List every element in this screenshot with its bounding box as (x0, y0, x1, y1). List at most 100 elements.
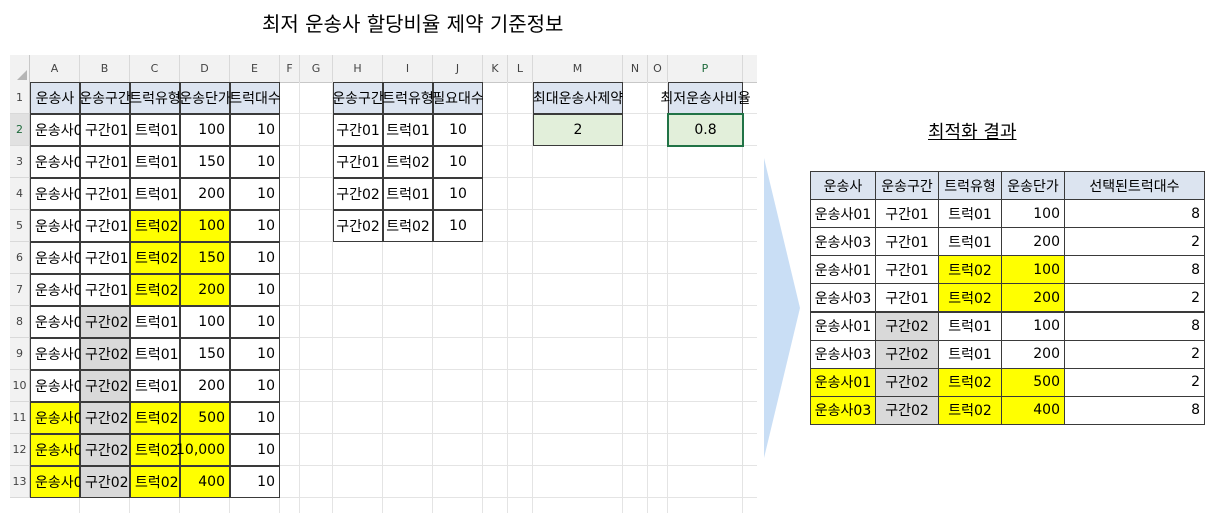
main-table-cell[interactable]: 트럭01 (130, 146, 180, 178)
main-table-cell[interactable]: 트럭02 (130, 274, 180, 306)
demand-table-cell[interactable]: 트럭01 (383, 178, 433, 210)
main-table-cell[interactable]: 10 (230, 178, 280, 210)
row-header-13[interactable]: 13 (10, 466, 30, 498)
main-table-cell[interactable]: 100 (180, 306, 230, 338)
main-table-cell[interactable]: 150 (180, 242, 230, 274)
main-table-cell[interactable]: 200 (180, 370, 230, 402)
main-table-cell[interactable]: 200 (180, 274, 230, 306)
main-table-cell[interactable]: 500 (180, 402, 230, 434)
main-table-cell[interactable]: 200 (180, 178, 230, 210)
main-table-cell[interactable]: 구간02 (80, 370, 130, 402)
row-header-10[interactable]: 10 (10, 370, 30, 402)
column-header-b[interactable]: B (80, 55, 130, 82)
row-header-2[interactable]: 2 (10, 114, 30, 146)
main-table-cell[interactable]: 운송사03 (30, 178, 91, 210)
column-header-o[interactable]: O (648, 55, 668, 82)
main-table-cell[interactable]: 10 (230, 146, 280, 178)
main-table-cell[interactable]: 구간02 (80, 306, 130, 338)
row-header-11[interactable]: 11 (10, 402, 30, 434)
row-header-4[interactable]: 4 (10, 178, 30, 210)
column-header-f[interactable]: F (280, 55, 300, 82)
main-table-cell[interactable]: 10 (230, 114, 280, 146)
main-table-cell[interactable]: 구간01 (80, 242, 130, 274)
main-table-cell[interactable]: 트럭01 (130, 306, 180, 338)
main-table-cell[interactable]: 트럭02 (130, 434, 180, 466)
demand-table-cell[interactable]: 10 (433, 146, 483, 178)
demand-table-header[interactable]: 트럭유형 (382, 82, 434, 114)
main-table-cell[interactable]: 구간01 (80, 146, 130, 178)
main-table-cell[interactable]: 운송사03 (30, 370, 91, 402)
main-table-cell[interactable]: 운송사02 (30, 242, 91, 274)
row-header-3[interactable]: 3 (10, 146, 30, 178)
main-table-cell[interactable]: 트럭02 (130, 466, 180, 498)
demand-table-cell[interactable]: 10 (433, 114, 483, 146)
main-table-header[interactable]: 트럭대수 (229, 82, 281, 114)
main-table-cell[interactable]: 운송사01 (30, 210, 91, 242)
row-header-1[interactable]: 1 (10, 82, 30, 114)
main-table-header[interactable]: 운송단가 (179, 82, 231, 114)
column-header-d[interactable]: D (180, 55, 230, 82)
main-table-header[interactable]: 트럭유형 (129, 82, 181, 114)
column-header-a[interactable]: A (30, 55, 80, 82)
main-table-cell[interactable]: 구간01 (80, 274, 130, 306)
select-all-corner[interactable] (10, 55, 30, 82)
main-table-cell[interactable]: 운송사02 (30, 146, 91, 178)
row-header-8[interactable]: 8 (10, 306, 30, 338)
column-header-p[interactable]: P (668, 55, 743, 82)
main-table-cell[interactable]: 10 (230, 466, 280, 498)
main-table-cell[interactable]: 구간01 (80, 114, 130, 146)
column-header-i[interactable]: I (383, 55, 433, 82)
main-table-cell[interactable]: 100 (180, 210, 230, 242)
spreadsheet-grid[interactable]: A B C D E F G H I J K L M N O P 1 2 3 4 5 6 7 8 9 10 11 12 13 운송사 운송구간… (10, 55, 757, 513)
main-table-cell[interactable]: 구간01 (80, 178, 130, 210)
main-table-cell[interactable]: 트럭02 (130, 402, 180, 434)
main-table-cell[interactable]: 10 (230, 306, 280, 338)
demand-table-cell[interactable]: 구간01 (333, 114, 383, 146)
main-table-cell[interactable]: 100 (180, 114, 230, 146)
demand-table-cell[interactable]: 트럭02 (383, 210, 433, 242)
row-header-12[interactable]: 12 (10, 434, 30, 466)
main-table-cell[interactable]: 10 (230, 338, 280, 370)
main-table-cell[interactable]: 구간02 (80, 402, 130, 434)
demand-table-header[interactable]: 운송구간 (332, 82, 384, 114)
row-header-7[interactable]: 7 (10, 274, 30, 306)
column-header-e[interactable]: E (230, 55, 280, 82)
column-header-n[interactable]: N (623, 55, 648, 82)
main-table-cell[interactable]: 운송사01 (30, 114, 91, 146)
main-table-header[interactable]: 운송구간 (79, 82, 131, 114)
main-table-cell[interactable]: 운송사02 (30, 434, 91, 466)
demand-table-cell[interactable]: 10 (433, 210, 483, 242)
demand-table-cell[interactable]: 10 (433, 178, 483, 210)
main-table-cell[interactable]: 트럭01 (130, 178, 180, 210)
main-table-cell[interactable]: 구간02 (80, 466, 130, 498)
row-header-6[interactable]: 6 (10, 242, 30, 274)
main-table-cell[interactable]: 운송사03 (30, 466, 91, 498)
main-table-cell[interactable]: 10 (230, 370, 280, 402)
main-table-cell[interactable]: 운송사01 (30, 402, 91, 434)
main-table-cell[interactable]: 10 (230, 402, 280, 434)
demand-table-header[interactable]: 필요대수 (432, 82, 484, 114)
main-table-cell[interactable]: 운송사02 (30, 338, 91, 370)
demand-table-cell[interactable]: 구간01 (333, 146, 383, 178)
column-header-j[interactable]: J (433, 55, 483, 82)
main-table-cell[interactable]: 트럭01 (130, 370, 180, 402)
demand-table-cell[interactable]: 트럭02 (383, 146, 433, 178)
max-carrier-header[interactable]: 최대운송사제약 (533, 82, 623, 114)
row-header-5[interactable]: 5 (10, 210, 30, 242)
min-ratio-value[interactable]: 0.8 (668, 114, 743, 146)
main-table-cell[interactable]: 400 (180, 466, 230, 498)
row-header-9[interactable]: 9 (10, 338, 30, 370)
demand-table-cell[interactable]: 트럭01 (383, 114, 433, 146)
min-ratio-header[interactable]: 최저운송사비율 (660, 82, 751, 114)
main-table-cell[interactable]: 구간02 (80, 434, 130, 466)
column-header-g[interactable]: G (300, 55, 333, 82)
main-table-cell[interactable]: 10 (230, 242, 280, 274)
max-carrier-value[interactable]: 2 (533, 114, 623, 146)
main-table-cell[interactable]: 트럭02 (130, 242, 180, 274)
column-header-h[interactable]: H (333, 55, 383, 82)
main-table-cell[interactable]: 트럭01 (130, 114, 180, 146)
demand-table-cell[interactable]: 구간02 (333, 178, 383, 210)
main-table-header[interactable]: 운송사 (30, 82, 80, 114)
column-header-c[interactable]: C (130, 55, 180, 82)
demand-table-cell[interactable]: 구간02 (333, 210, 383, 242)
